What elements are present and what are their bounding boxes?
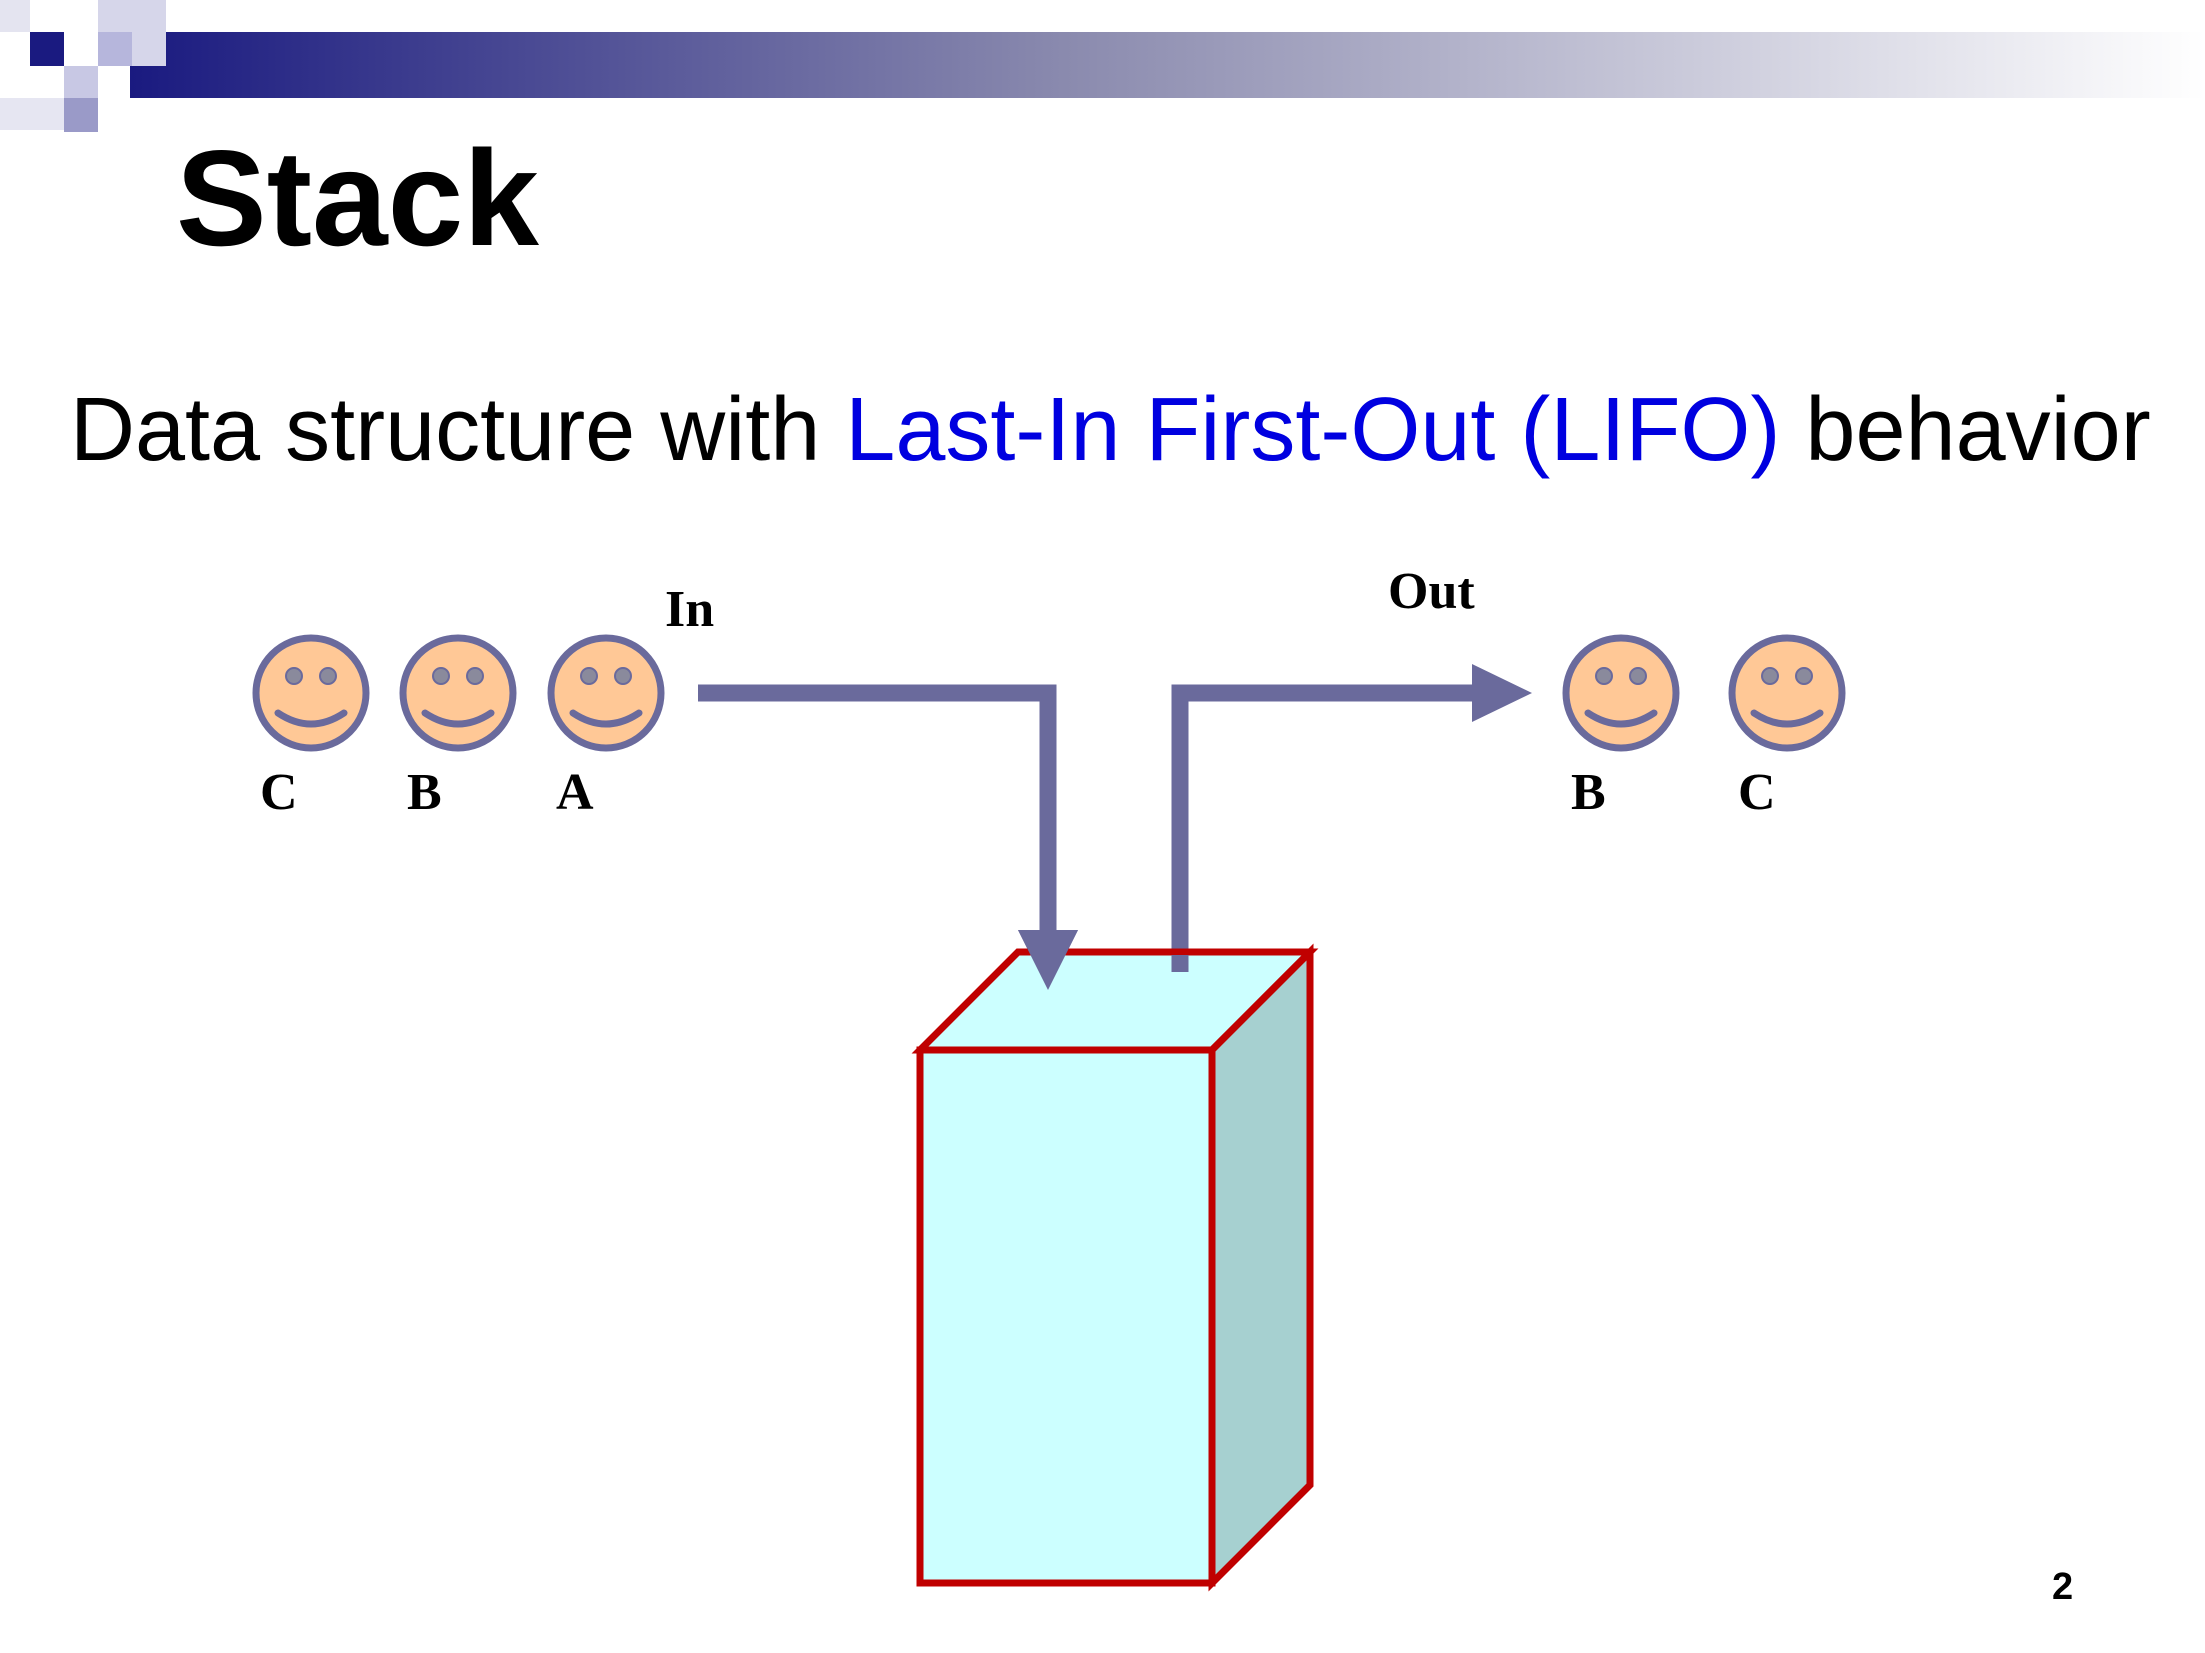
stack-container <box>911 943 1319 1592</box>
slide-title: Stack <box>176 122 539 274</box>
incoming-label-c: C <box>260 764 298 821</box>
outgoing-label-c: C <box>1738 764 1776 821</box>
stack-side-face <box>1208 943 1314 1592</box>
smiley-icon-outgoing-b <box>1562 634 1680 752</box>
in-arrow <box>698 684 1078 990</box>
page-number: 2 <box>2052 1566 2074 1608</box>
header-bar <box>130 32 2205 98</box>
subtitle-prefix: Data structure with <box>70 380 846 480</box>
in-label: In <box>665 581 715 638</box>
smiley-icon-incoming-a <box>547 634 665 752</box>
slide-subtitle: Data structure with Last-In First-Out (L… <box>70 385 2151 475</box>
header-logo-squares <box>0 0 166 132</box>
smiley-icon-incoming-c <box>252 634 370 752</box>
incoming-label-b: B <box>407 764 442 821</box>
incoming-label-a: A <box>556 764 594 821</box>
out-label: Out <box>1388 563 1475 620</box>
smiley-icon-outgoing-c <box>1728 634 1846 752</box>
stack-front-face <box>916 1046 1216 1587</box>
outgoing-label-b: B <box>1571 764 1606 821</box>
subtitle-suffix: behavior <box>1780 380 2151 480</box>
smiley-icon-incoming-b <box>399 634 517 752</box>
out-arrow <box>1171 664 1532 972</box>
subtitle-highlight: Last-In First-Out (LIFO) <box>845 380 1781 480</box>
